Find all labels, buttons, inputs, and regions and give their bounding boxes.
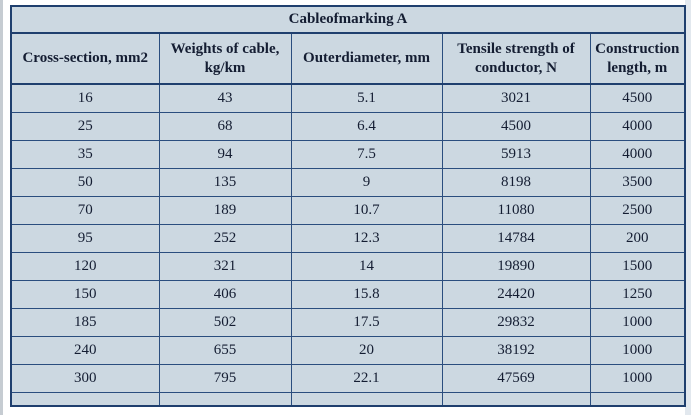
table-title-row: Cableofmarking A (10, 5, 686, 34)
table-cell: 38192 (441, 335, 591, 365)
table-cell: 68 (158, 111, 292, 141)
table-cell: 12.3 (290, 223, 443, 253)
table-cell: 5913 (441, 139, 591, 169)
table-cell: 321 (158, 251, 292, 281)
table-row: 16 43 5.1 3021 4500 (10, 83, 686, 113)
table-cell-empty (158, 391, 292, 406)
table-row-partial (10, 391, 686, 406)
table-row: 95 252 12.3 14784 200 (10, 223, 686, 253)
table-cell: 1000 (589, 335, 686, 365)
table-row: 35 94 7.5 5913 4000 (10, 139, 686, 169)
table-cell-empty (589, 391, 686, 406)
table-cell: 150 (10, 279, 160, 309)
column-header-cross-section: Cross-section, mm2 (10, 32, 160, 85)
table-cell: 5.1 (290, 83, 443, 113)
table-cell: 135 (158, 167, 292, 197)
table-cell: 252 (158, 223, 292, 253)
table-row: 70 189 10.7 11080 2500 (10, 195, 686, 225)
table-cell: 4500 (589, 83, 686, 113)
table-cell: 70 (10, 195, 160, 225)
table-cell: 4500 (441, 111, 591, 141)
table-cell: 502 (158, 307, 292, 337)
table-row: 150 406 15.8 24420 1250 (10, 279, 686, 309)
table-cell: 200 (589, 223, 686, 253)
table-cell: 120 (10, 251, 160, 281)
table-cell: 9 (290, 167, 443, 197)
table-cell: 29832 (441, 307, 591, 337)
table-title: Cableofmarking A (10, 5, 686, 34)
table-cell: 1250 (589, 279, 686, 309)
table-cell: 8198 (441, 167, 591, 197)
table-cell: 17.5 (290, 307, 443, 337)
table-cell: 47569 (441, 363, 591, 393)
table-cell: 185 (10, 307, 160, 337)
table-cell: 1000 (589, 363, 686, 393)
table-cell: 7.5 (290, 139, 443, 169)
table-cell: 19890 (441, 251, 591, 281)
table-cell: 1500 (589, 251, 686, 281)
table-cell: 6.4 (290, 111, 443, 141)
table-cell: 3021 (441, 83, 591, 113)
table-row: 25 68 6.4 4500 4000 (10, 111, 686, 141)
table-cell: 94 (158, 139, 292, 169)
table-cell: 15.8 (290, 279, 443, 309)
table-cell: 655 (158, 335, 292, 365)
table-cell: 300 (10, 363, 160, 393)
table-cell: 4000 (589, 111, 686, 141)
column-header-outer-diameter: Outerdiameter, mm (290, 32, 443, 85)
table-cell: 50 (10, 167, 160, 197)
table-cell-empty (441, 391, 591, 406)
table-cell: 95 (10, 223, 160, 253)
page-edge-left (0, 0, 3, 415)
table-cell-empty (10, 391, 160, 406)
column-header-construction-length: Construction length, m (589, 32, 686, 85)
cable-specifications-table: Cableofmarking A Cross-section, mm2 Weig… (10, 5, 687, 407)
table-row: 185 502 17.5 29832 1000 (10, 307, 686, 337)
table-row: 50 135 9 8198 3500 (10, 167, 686, 197)
table-cell: 11080 (441, 195, 591, 225)
table-cell: 24420 (441, 279, 591, 309)
table-body: 16 43 5.1 3021 4500 25 68 6.4 4500 4000 35 94 7.5 591… (10, 83, 686, 406)
table-cell: 14 (290, 251, 443, 281)
page-edge-right (685, 0, 691, 415)
table-cell: 3500 (589, 167, 686, 197)
table-cell-empty (290, 391, 443, 406)
table-cell: 22.1 (290, 363, 443, 393)
table-cell: 14784 (441, 223, 591, 253)
table-cell: 240 (10, 335, 160, 365)
table-cell: 189 (158, 195, 292, 225)
column-header-weight: Weights of cable, kg/km (158, 32, 292, 85)
table-row: 300 795 22.1 47569 1000 (10, 363, 686, 393)
table-cell: 10.7 (290, 195, 443, 225)
column-header-tensile-strength: Tensile strength of conductor, N (441, 32, 591, 85)
table-cell: 2500 (589, 195, 686, 225)
table-cell: 35 (10, 139, 160, 169)
table-cell: 406 (158, 279, 292, 309)
table-cell: 1000 (589, 307, 686, 337)
table-cell: 4000 (589, 139, 686, 169)
table-cell: 16 (10, 83, 160, 113)
table-cell: 25 (10, 111, 160, 141)
table-cell: 20 (290, 335, 443, 365)
table-cell: 795 (158, 363, 292, 393)
table-row: 240 655 20 38192 1000 (10, 335, 686, 365)
table-header-row: Cross-section, mm2 Weights of cable, kg/… (10, 32, 686, 85)
table-row: 120 321 14 19890 1500 (10, 251, 686, 281)
table-cell: 43 (158, 83, 292, 113)
